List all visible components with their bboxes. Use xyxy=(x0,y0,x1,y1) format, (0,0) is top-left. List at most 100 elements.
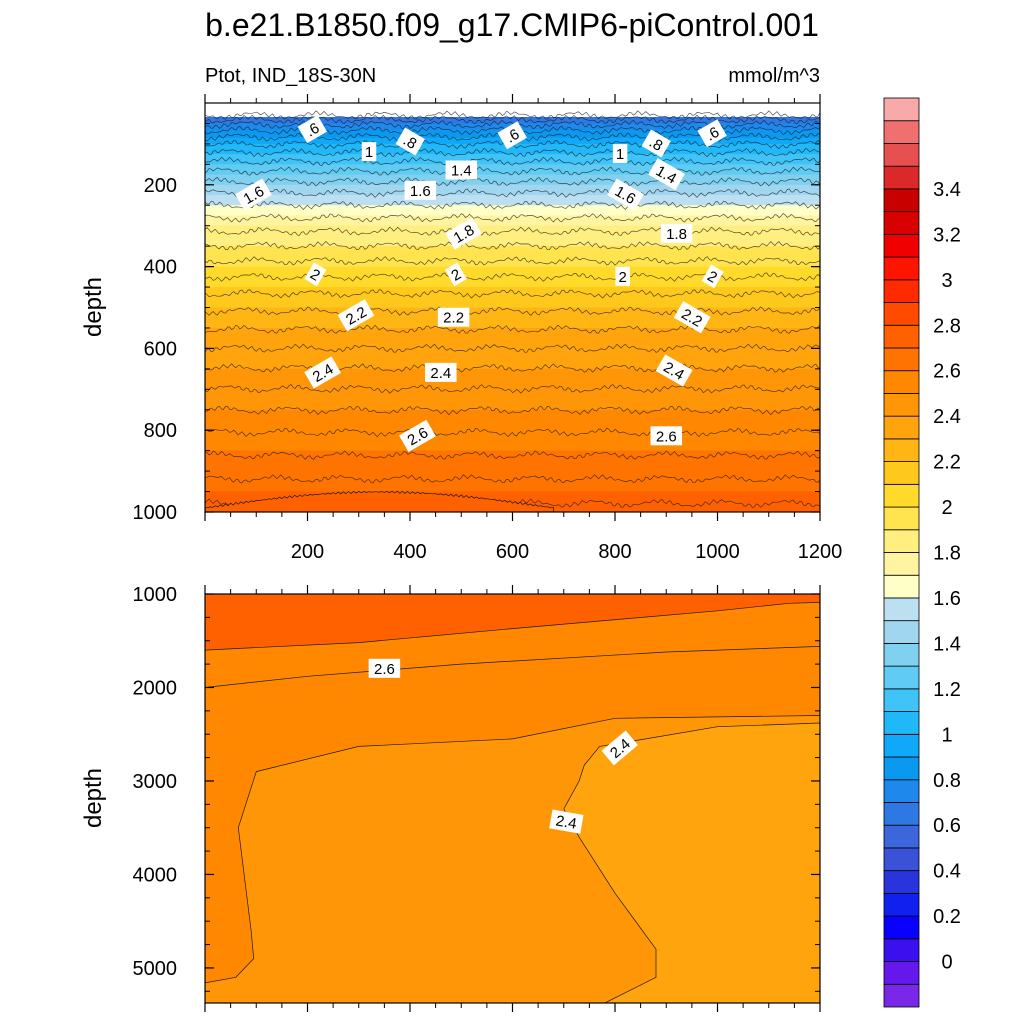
upper-field-band xyxy=(205,348,820,352)
upper-field-band xyxy=(205,313,820,317)
y-tick-label: 400 xyxy=(144,257,177,279)
upper-contour-label: 1.6 xyxy=(404,180,437,200)
upper-field-band xyxy=(205,368,820,372)
upper-field-band xyxy=(205,444,820,448)
upper-contour-label: .6 xyxy=(297,115,328,144)
contour-label-text: 1 xyxy=(616,146,624,163)
upper-field-band xyxy=(205,285,820,288)
upper-field-band xyxy=(205,188,820,192)
contour-label-box xyxy=(697,119,727,148)
upper-field-band xyxy=(205,323,820,327)
upper-field-band xyxy=(205,221,820,225)
upper-field-band xyxy=(205,442,820,446)
upper-field-band xyxy=(205,495,820,499)
upper-field-band xyxy=(205,309,820,313)
upper-contour-line xyxy=(205,188,820,198)
upper-field-band xyxy=(205,401,820,405)
contour-label-box xyxy=(444,262,467,287)
upper-contour-line xyxy=(205,289,820,299)
upper-field-band xyxy=(205,207,820,210)
upper-field-band xyxy=(205,411,820,415)
upper-field-band xyxy=(205,201,820,204)
upper-field-band xyxy=(205,299,820,302)
upper-field-band xyxy=(205,223,820,227)
upper-field-band xyxy=(205,237,820,241)
colorbar-label: 2.6 xyxy=(933,361,961,383)
upper-contour-label: 2.2 xyxy=(337,299,375,332)
upper-field-band xyxy=(205,233,820,237)
colorbar-box xyxy=(883,97,920,122)
upper-contour-line xyxy=(205,405,820,416)
colorbar-label: 0 xyxy=(941,952,952,974)
upper-contour-line xyxy=(205,450,820,460)
upper-field-band xyxy=(205,389,820,392)
upper-field-band xyxy=(205,469,820,472)
upper-field-band xyxy=(205,372,820,376)
upper-field-band xyxy=(205,409,820,413)
y-tick-label: 3000 xyxy=(133,771,178,793)
colorbar-box xyxy=(883,733,920,758)
upper-field-band xyxy=(205,160,820,163)
upper-contour-line xyxy=(205,384,820,394)
upper-field-band xyxy=(205,370,820,374)
upper-field-band xyxy=(205,352,820,356)
upper-field-band xyxy=(205,117,820,120)
upper-field-band xyxy=(205,197,820,200)
lower-contour-line xyxy=(205,646,820,688)
upper-field-band xyxy=(205,336,820,339)
colorbar-label: 0.4 xyxy=(933,861,961,883)
upper-field-band xyxy=(205,428,820,431)
colorbar-box xyxy=(883,188,920,213)
colorbar-box xyxy=(883,233,920,258)
upper-field-band xyxy=(205,180,820,184)
y-tick-label: 5000 xyxy=(133,958,178,980)
contour-label-box xyxy=(641,129,671,158)
contour-label-text: 2.4 xyxy=(430,365,451,382)
upper-field-band xyxy=(205,264,820,268)
x-tick-label: 1200 xyxy=(798,541,843,563)
upper-field-band xyxy=(205,430,820,433)
colorbar: 0 0.2 0.4 0.6 0.8 1 1.2 1.4 1.6 1.8 2 2.2 2.4 2.6 2.8 3… xyxy=(883,97,961,1008)
upper-field-band xyxy=(205,413,820,417)
upper-field-band xyxy=(205,295,820,298)
upper-field-band xyxy=(205,213,820,217)
upper-field-band xyxy=(205,240,820,243)
chart-title: b.e21.B1850.f09_g17.CMIP6-piControl.001 xyxy=(205,7,819,43)
colorbar-label: 3.2 xyxy=(933,224,961,246)
upper-field-band xyxy=(205,440,820,444)
upper-field-band xyxy=(205,366,820,370)
upper-field-band xyxy=(205,178,820,182)
upper-field-band xyxy=(205,344,820,347)
x-tick-label: 600 xyxy=(496,541,529,563)
colorbar-label: 1.6 xyxy=(933,588,961,610)
upper-contour-line xyxy=(205,147,820,158)
upper-field-band xyxy=(205,154,820,157)
lower-contour-label: 2.6 xyxy=(368,658,401,678)
colorbar-box xyxy=(883,892,920,917)
upper-field-band xyxy=(205,362,820,366)
upper-field-band xyxy=(205,383,820,386)
contour-label-box xyxy=(337,299,375,332)
upper-contour-label: 2.2 xyxy=(437,307,470,327)
upper-field-band xyxy=(205,358,820,362)
upper-field-band xyxy=(205,422,820,425)
upper-field-band xyxy=(205,379,820,382)
contour-label-box xyxy=(607,178,644,211)
upper-field-band xyxy=(205,252,820,255)
upper-field-band xyxy=(205,473,820,476)
colorbar-box xyxy=(883,461,920,485)
upper-contour-line xyxy=(205,306,820,316)
colorbar-label: 1.4 xyxy=(933,633,961,655)
colorbar-box xyxy=(883,438,920,463)
upper-field-band xyxy=(205,407,820,411)
contour-label-box xyxy=(673,301,711,334)
upper-field-band xyxy=(205,301,820,305)
y-tick-label: 200 xyxy=(144,175,177,197)
upper-field-band xyxy=(205,436,820,439)
colorbar-box xyxy=(883,370,920,394)
upper-field-band xyxy=(205,329,820,333)
upper-field-band xyxy=(205,215,820,219)
upper-field-band xyxy=(205,145,820,149)
